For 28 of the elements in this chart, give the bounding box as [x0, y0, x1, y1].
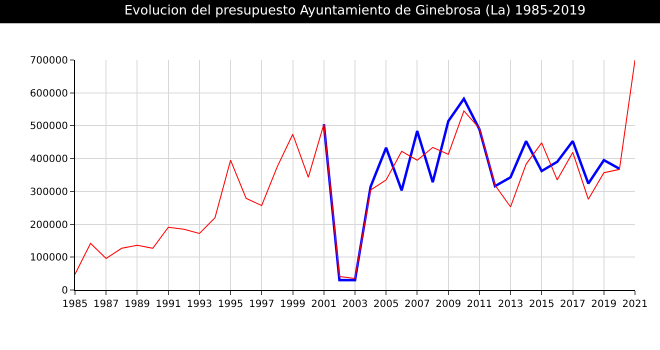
y-tick-label: 300000	[30, 186, 68, 198]
chart-title: Evolucion del presupuesto Ayuntamiento de Ginebrosa (La) 1985-2019	[124, 3, 586, 18]
x-tick-label: 2019	[591, 299, 617, 310]
x-tick-label: 1995	[218, 299, 244, 310]
x-tick-label: 1989	[124, 299, 150, 310]
x-tick-label: 1987	[93, 299, 119, 310]
x-tick-label: 2011	[466, 299, 492, 310]
x-tick-label: 2017	[560, 299, 586, 310]
x-tick-label: 1993	[186, 299, 212, 310]
y-tick-label: 600000	[30, 88, 68, 100]
x-tick-label: 2009	[436, 299, 462, 310]
x-tick-label: 2013	[498, 299, 524, 310]
y-tick-label: 100000	[30, 252, 68, 264]
x-tick-label: 2003	[342, 299, 368, 310]
x-tick-label: 1999	[280, 299, 306, 310]
y-tick-label: 700000	[30, 56, 68, 66]
x-tick-label: 2007	[404, 299, 430, 310]
x-tick-label: 1991	[156, 299, 182, 310]
x-tick-label: 1985	[62, 299, 88, 310]
y-tick-label: 400000	[30, 154, 68, 166]
x-tick-label: 2021	[622, 299, 648, 310]
x-tick-label: 1997	[248, 299, 274, 310]
y-tick-label: 500000	[30, 121, 68, 132]
x-tick-label: 2001	[311, 299, 337, 310]
x-tick-label: 2005	[373, 299, 399, 310]
y-tick-label: 200000	[30, 220, 68, 231]
y-tick-label: 0	[62, 286, 68, 296]
x-tick-label: 2015	[528, 299, 554, 310]
